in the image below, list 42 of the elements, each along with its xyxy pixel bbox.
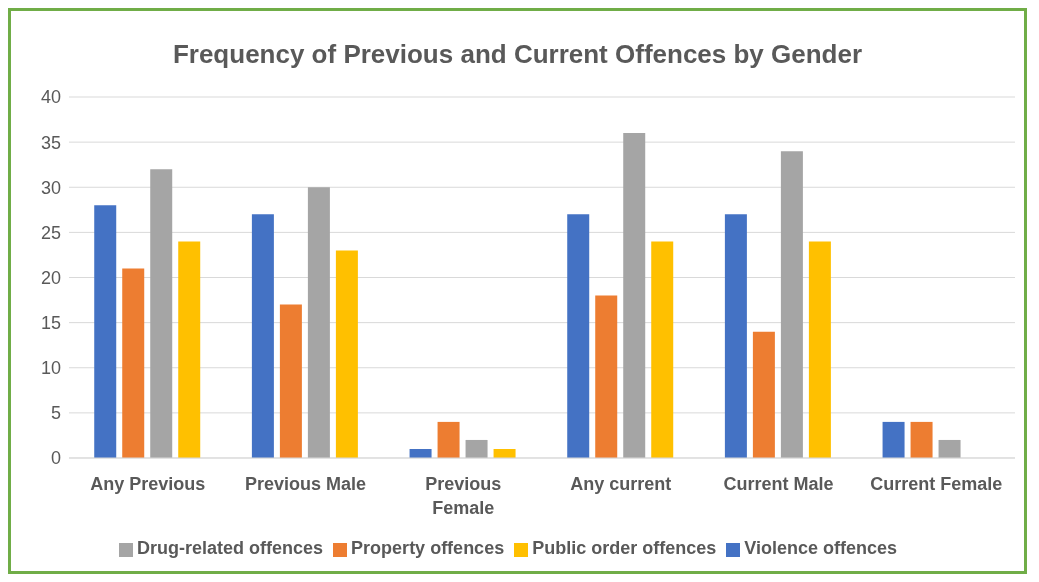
bar	[94, 205, 117, 458]
x-tick-label: Current Female	[870, 474, 1003, 494]
legend-label: Drug-related offences	[137, 538, 324, 558]
x-tick-label: Current Male	[723, 474, 834, 494]
chart-border: Frequency of Previous and Current Offences by Gender Drug-related offences Property offences Public order offences Violence offences Any Previous Previous Male Previous Female Any current Current Male Current Female 0 5 10 15 20 25 30 35 40	[8, 8, 1027, 574]
y-tick-label: 0	[50, 448, 61, 469]
bar	[567, 214, 590, 458]
y-tick-label: 40	[40, 87, 61, 108]
bar	[335, 250, 358, 458]
legend-label: Public order offences	[532, 538, 717, 558]
bar	[437, 421, 460, 458]
bar	[882, 421, 905, 458]
x-tick-label: Any current	[570, 474, 672, 494]
bar	[251, 214, 274, 458]
bar	[724, 214, 747, 458]
x-tick-label: Any Previous	[90, 474, 206, 494]
bar	[752, 331, 775, 458]
bar	[780, 151, 803, 458]
bar	[808, 241, 831, 458]
bar	[150, 169, 173, 458]
legend-label: Violence offences	[744, 538, 897, 558]
legend-label: Property offences	[351, 538, 505, 558]
y-tick-label: 25	[40, 222, 61, 243]
bar	[122, 268, 145, 458]
bar	[910, 421, 933, 458]
bar	[465, 439, 488, 458]
y-tick-label: 10	[40, 358, 61, 379]
chart-title: Frequency of Previous and Current Offences by Gender	[171, 39, 864, 71]
bar	[595, 295, 618, 458]
bar	[651, 241, 674, 458]
x-tick-label: Previous Female	[425, 474, 502, 518]
bar	[623, 133, 646, 458]
y-tick-label: 20	[40, 267, 61, 288]
bar	[279, 304, 302, 458]
bar	[307, 187, 330, 458]
y-tick-label: 15	[40, 313, 61, 334]
x-tick-label: Previous Male	[244, 474, 367, 494]
y-tick-label: 35	[40, 132, 61, 153]
bar	[178, 241, 201, 458]
y-tick-label: 30	[40, 177, 61, 198]
bar	[938, 439, 961, 458]
y-tick-label: 5	[50, 403, 61, 424]
